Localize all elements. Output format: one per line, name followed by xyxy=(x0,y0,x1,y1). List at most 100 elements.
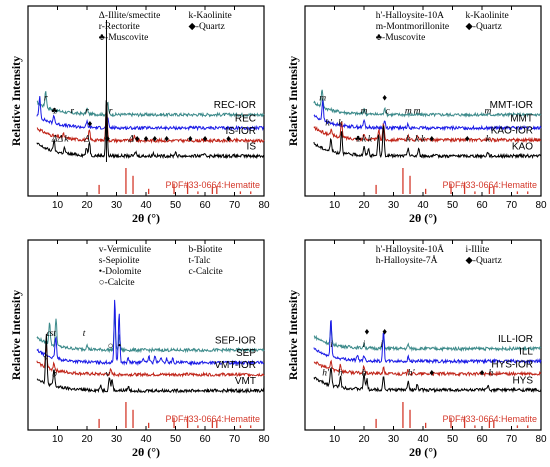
legend-item: k-Kaolinite xyxy=(465,11,508,21)
peak-label: m xyxy=(361,107,368,117)
peak-label: r xyxy=(70,107,74,117)
x-axis-label: 2θ (°) xyxy=(132,211,160,225)
peak-label: h xyxy=(362,369,367,379)
x-tick-label: 10 xyxy=(329,434,341,445)
series-line-vmt-ior xyxy=(36,345,265,378)
peak-label: s xyxy=(50,329,54,339)
peak-label: i xyxy=(330,340,333,350)
series-label: ILL-IOR xyxy=(498,334,533,345)
panel-bottom-left: 10 20 30 40 50 60 70 80 2θ (°) Relative Intensity… xyxy=(9,239,270,459)
peak-label: ♣ xyxy=(51,107,57,117)
series-label: REC-IOR xyxy=(214,100,256,111)
peak-label: t xyxy=(53,329,56,339)
peak-label: c xyxy=(47,329,52,339)
series-label: SEP-IOR xyxy=(215,336,256,347)
legend-item: •-Dolomite xyxy=(99,267,141,277)
x-tick-label: 80 xyxy=(535,200,547,211)
x-tick-label: 20 xyxy=(358,200,370,211)
x-tick-label: 30 xyxy=(388,200,400,211)
x-tick-label: 80 xyxy=(258,434,270,445)
legend-item: r-Rectorite xyxy=(99,22,140,32)
peak-label: v xyxy=(44,353,49,363)
peak-label: • xyxy=(118,341,121,351)
x-tick-label: 70 xyxy=(506,434,518,445)
legend: v-Vermiculite b-Biotite s-Sepiolite t-Talc •… xyxy=(99,245,223,288)
series-line-rec-ior xyxy=(36,91,265,118)
series-line-vmt xyxy=(36,333,265,394)
peak-label: ♦ xyxy=(365,327,370,337)
series-line-sep xyxy=(36,299,264,367)
series-label: HYS xyxy=(512,375,533,386)
peak-label: ♣ xyxy=(355,135,361,145)
series-label: KAO-IOR xyxy=(491,125,533,136)
x-tick-label: 20 xyxy=(81,434,93,445)
x-tick-label: 10 xyxy=(329,200,341,211)
legend-item: ◆-Quartz xyxy=(465,22,501,32)
reference-label: PDF#33-0664:Hematite xyxy=(165,414,260,424)
x-tick-label: 30 xyxy=(111,434,123,445)
x-tick-label: 50 xyxy=(447,434,459,445)
legend-item: ◆-Quartz xyxy=(188,22,224,32)
x-tick-label: 60 xyxy=(199,200,211,211)
peak-label: k xyxy=(406,135,411,145)
series-label: REC xyxy=(235,113,256,124)
peak-label: Δ xyxy=(57,135,64,145)
series-line-ill-ior xyxy=(313,325,542,353)
series-label: SEP xyxy=(236,348,256,359)
series-label: HYS-IOR xyxy=(491,359,533,370)
x-tick-label: 80 xyxy=(258,200,270,211)
peak-label: Δ xyxy=(127,135,134,145)
peak-label: i xyxy=(363,340,366,350)
peak-label: ♦ xyxy=(429,369,434,379)
peak-label: r xyxy=(109,107,113,117)
x-tick-label: 10 xyxy=(52,200,64,211)
peak-label: ♦ xyxy=(152,135,157,145)
peak-label: ♦ xyxy=(465,135,470,145)
x-tick-label: 70 xyxy=(506,200,518,211)
peak-label: h' xyxy=(408,369,416,379)
peak-label: h xyxy=(488,369,493,379)
series-label: VMT xyxy=(235,376,256,387)
series-line-mmt xyxy=(313,99,542,132)
x-tick-label: 50 xyxy=(170,434,182,445)
peak-label: ♦ xyxy=(226,135,231,145)
x-tick-label: 20 xyxy=(81,200,93,211)
panel-bottom-right: 10 20 30 40 50 60 70 80 2θ (°) Relative Intensity… xyxy=(286,239,547,459)
peak-label: Δ xyxy=(83,135,90,145)
peak-label: r xyxy=(85,107,89,117)
peak-label: ♦ xyxy=(382,327,387,337)
peak-label: ♦ xyxy=(203,135,208,145)
legend-item: i-Illite xyxy=(465,245,489,255)
panel-top-left: 10 20 30 40 50 60 70 80 2θ (°) Relative Intensity… xyxy=(9,5,270,225)
x-tick-label: 40 xyxy=(140,434,152,445)
x-tick-label: 40 xyxy=(417,434,429,445)
legend-item: t-Talc xyxy=(188,256,210,266)
peak-label: v xyxy=(106,369,111,379)
x-axis-label: 2θ (°) xyxy=(409,211,437,225)
series-line-sep-ior xyxy=(36,314,265,354)
peak-label: k xyxy=(338,119,343,129)
y-axis-label: Relative Intensity xyxy=(286,290,300,380)
reference-label: PDF#33-0664:Hematite xyxy=(442,414,537,424)
series-line-rec xyxy=(36,96,265,132)
peak-label: ♦ xyxy=(135,135,140,145)
peak-label: k xyxy=(362,135,367,145)
legend-item: h'-Halloysite-10A xyxy=(376,11,444,21)
series-label: VMT-IOR xyxy=(214,360,256,371)
peak-label: i xyxy=(380,340,383,350)
peak-label: ○ xyxy=(108,341,114,351)
series-label: ILL xyxy=(519,347,533,358)
peak-label: h' xyxy=(325,119,333,129)
peak-label: m xyxy=(484,107,491,117)
legend-item: ◆-Quartz xyxy=(465,256,501,266)
peak-label: ♦ xyxy=(144,135,149,145)
series-line-hys-ior xyxy=(313,359,542,378)
x-tick-label: 30 xyxy=(388,434,400,445)
series-line-mmt-ior xyxy=(313,89,542,118)
legend-item: v-Vermiculite xyxy=(99,245,151,255)
x-tick-label: 50 xyxy=(170,200,182,211)
x-tick-label: 40 xyxy=(140,200,152,211)
legend: h'-Halloysite-10A k-Kaolinite m-Montmorill… xyxy=(376,11,509,43)
peak-label: ♦ xyxy=(188,135,193,145)
x-axis-label: 2θ (°) xyxy=(409,445,437,459)
